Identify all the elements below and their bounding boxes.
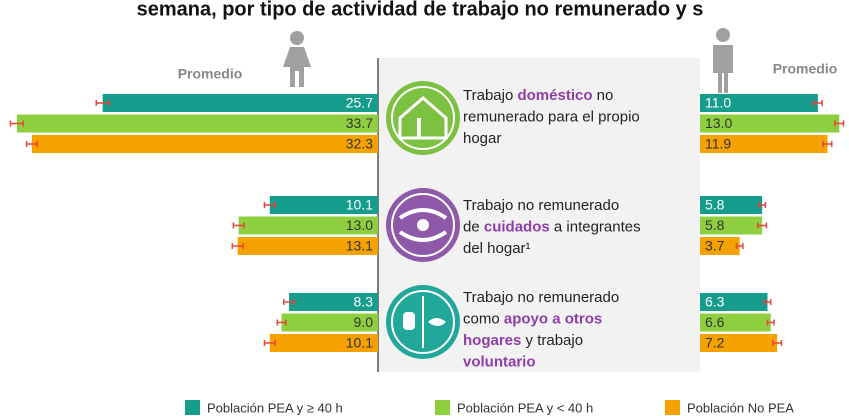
category-segment: como (463, 310, 504, 327)
category-segment: cuidados (484, 218, 550, 235)
legend-label: Población No PEA (687, 400, 794, 415)
bar (269, 334, 378, 352)
error-bar (763, 299, 772, 305)
bar (700, 216, 763, 235)
legend-swatch (665, 400, 680, 415)
error-bar (834, 120, 845, 127)
category-segment: de (463, 218, 484, 235)
bar (700, 334, 778, 352)
bar (237, 237, 378, 255)
value-label: 25.7 (346, 95, 373, 111)
error-bar (232, 222, 245, 229)
category-segment: del hogar¹ (463, 240, 531, 257)
value-label: 9.0 (354, 314, 374, 330)
category-text: de cuidados a integrantes (463, 218, 641, 235)
error-bar (758, 202, 767, 208)
category-text: como apoyo a otros (463, 310, 602, 327)
error-bar (735, 243, 744, 249)
error-bar (812, 100, 823, 106)
bar (700, 196, 763, 214)
bar (700, 293, 768, 311)
category-segment: a integrantes (550, 218, 641, 235)
category-segment: doméstico (517, 87, 592, 104)
value-label: 5.8 (705, 217, 725, 233)
value-label: 6.6 (705, 314, 725, 330)
error-bar (282, 299, 296, 305)
category-segment: remunerado para el propio (463, 108, 640, 125)
value-label: 11.9 (705, 136, 731, 152)
category-text: Trabajo no remunerado (463, 197, 619, 214)
side-label: Promedio (178, 66, 243, 82)
bar (700, 135, 828, 153)
value-label: 8.3 (354, 294, 374, 310)
bar (281, 313, 378, 332)
error-bar (95, 100, 110, 106)
bar (16, 114, 379, 133)
legend-swatch (185, 400, 200, 415)
category-segment: no (593, 87, 614, 104)
error-bar (231, 243, 244, 249)
value-label: 13.0 (346, 217, 373, 233)
value-label: 13.1 (346, 238, 373, 254)
category-segment: voluntario (463, 353, 536, 370)
icon-support (386, 285, 460, 359)
value-label: 13.0 (705, 115, 732, 131)
category-segment: y trabajo (521, 332, 583, 349)
category-segment: apoyo a otros (504, 310, 602, 327)
value-label: 10.1 (346, 197, 373, 213)
error-bar (276, 319, 287, 326)
bar (700, 313, 771, 332)
category-segment: Trabajo (463, 87, 517, 104)
category-text: Trabajo doméstico no (463, 87, 613, 104)
bar (102, 94, 379, 112)
error-bar (9, 120, 25, 127)
legend-label: Población PEA y < 40 h (457, 400, 593, 415)
value-label: 5.8 (705, 197, 725, 213)
error-bar (263, 202, 276, 208)
category-segment: Trabajo no remunerado (463, 289, 619, 306)
category-segment: Trabajo no remunerado (463, 197, 619, 214)
bar (31, 135, 379, 153)
bar (700, 94, 818, 112)
value-label: 3.7 (705, 238, 725, 254)
legend-swatch (435, 400, 450, 415)
value-label: 6.3 (705, 294, 725, 310)
legend-label: Población PEA y ≥ 40 h (207, 400, 343, 415)
icon-domestic (386, 81, 460, 155)
error-bar (25, 141, 39, 147)
category-text: Trabajo no remunerado (463, 289, 619, 306)
category-text: remunerado para el propio (463, 108, 640, 125)
chart-title: semana, por tipo de actividad de trabajo… (137, 0, 704, 20)
category-segment: hogares (463, 332, 521, 349)
bar (700, 237, 740, 255)
bar (269, 196, 378, 214)
category-text: voluntario (463, 353, 536, 370)
value-label: 11.0 (705, 95, 731, 111)
value-label: 33.7 (346, 115, 373, 131)
value-label: 10.1 (346, 335, 373, 351)
bar (238, 216, 378, 235)
icon-care (386, 188, 460, 262)
category-text: del hogar¹ (463, 240, 531, 257)
bar (289, 293, 378, 311)
error-bar (263, 340, 276, 346)
category-text: hogar (463, 130, 501, 147)
category-text: hogares y trabajo (463, 332, 583, 349)
category-segment: hogar (463, 130, 501, 147)
bar (700, 114, 840, 133)
error-bar (766, 319, 775, 326)
female-icon (283, 31, 311, 87)
side-label: Promedio (773, 61, 838, 77)
error-bar (822, 141, 833, 147)
value-label: 7.2 (705, 335, 725, 351)
error-bar (757, 222, 768, 229)
error-bar (772, 340, 783, 346)
value-label: 32.3 (346, 136, 373, 152)
male-icon (713, 28, 733, 93)
